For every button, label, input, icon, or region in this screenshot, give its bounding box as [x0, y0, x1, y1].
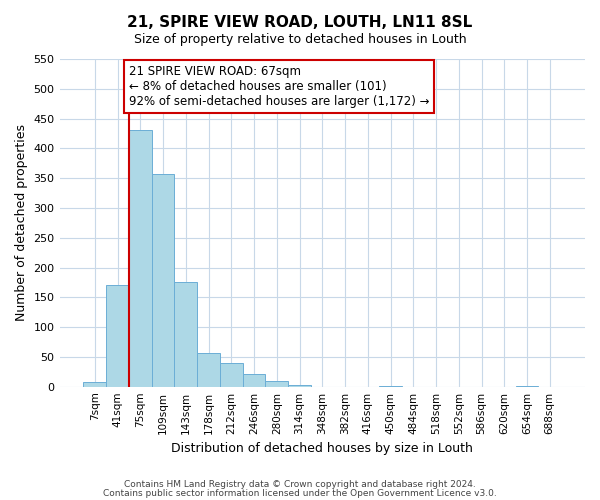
Bar — [106, 286, 129, 386]
Text: Contains public sector information licensed under the Open Government Licence v3: Contains public sector information licen… — [103, 488, 497, 498]
Bar — [197, 352, 220, 386]
Text: Size of property relative to detached houses in Louth: Size of property relative to detached ho… — [134, 32, 466, 46]
Bar — [242, 374, 265, 386]
Bar — [220, 363, 242, 386]
Bar — [152, 174, 175, 386]
Bar — [175, 282, 197, 387]
Text: 21 SPIRE VIEW ROAD: 67sqm
← 8% of detached houses are smaller (101)
92% of semi-: 21 SPIRE VIEW ROAD: 67sqm ← 8% of detach… — [129, 65, 430, 108]
X-axis label: Distribution of detached houses by size in Louth: Distribution of detached houses by size … — [172, 442, 473, 455]
Y-axis label: Number of detached properties: Number of detached properties — [15, 124, 28, 322]
Text: 21, SPIRE VIEW ROAD, LOUTH, LN11 8SL: 21, SPIRE VIEW ROAD, LOUTH, LN11 8SL — [127, 15, 473, 30]
Bar — [129, 130, 152, 386]
Bar — [265, 380, 288, 386]
Bar — [83, 382, 106, 386]
Text: Contains HM Land Registry data © Crown copyright and database right 2024.: Contains HM Land Registry data © Crown c… — [124, 480, 476, 489]
